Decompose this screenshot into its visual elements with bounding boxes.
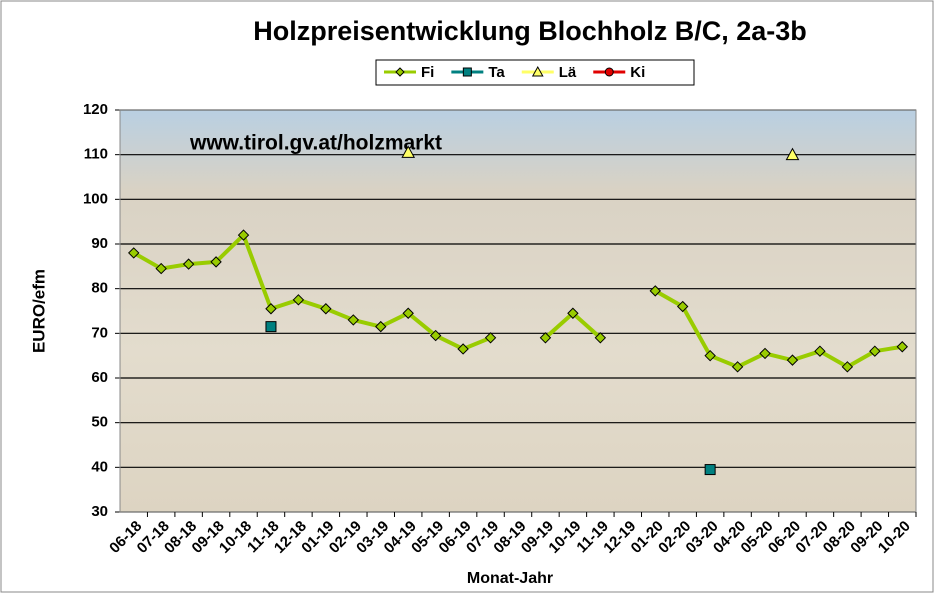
x-axis-title: Monat-Jahr: [467, 570, 553, 587]
plot-area: [120, 110, 916, 512]
y-tick-label: 30: [91, 503, 108, 520]
chart: Holzpreisentwicklung Blochholz B/C, 2a-3…: [0, 0, 935, 594]
legend-marker: [605, 68, 613, 76]
data-point: [705, 465, 715, 475]
y-tick-label: 90: [91, 235, 108, 252]
legend-label: Fi: [421, 64, 434, 81]
y-tick-label: 100: [83, 190, 108, 207]
y-tick-label: 120: [83, 101, 108, 118]
legend-label: Lä: [559, 64, 577, 81]
y-tick-label: 70: [91, 324, 108, 341]
annotation: www.tirol.gv.at/holzmarkt: [189, 132, 442, 155]
chart-title: Holzpreisentwicklung Blochholz B/C, 2a-3…: [253, 16, 807, 46]
y-tick-label: 60: [91, 369, 108, 386]
y-axis-title: EURO/efm: [29, 269, 48, 353]
legend-marker: [463, 68, 471, 76]
y-tick-label: 80: [91, 280, 108, 297]
y-tick-label: 40: [91, 458, 108, 475]
y-tick-label: 50: [91, 414, 108, 431]
y-tick-label: 110: [84, 146, 108, 163]
legend-label: Ta: [488, 64, 505, 81]
data-point: [266, 322, 276, 332]
legend-label: Ki: [630, 64, 645, 81]
